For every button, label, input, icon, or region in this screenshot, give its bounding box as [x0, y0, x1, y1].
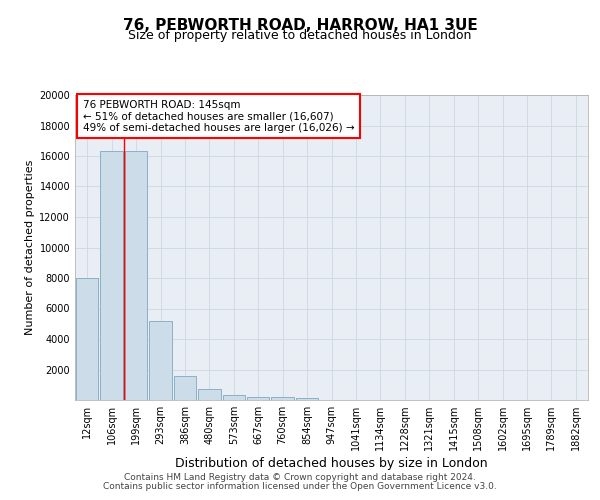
Bar — [223, 396, 245, 400]
Bar — [100, 152, 123, 400]
Bar — [296, 398, 319, 400]
Bar — [247, 397, 269, 400]
Text: Contains HM Land Registry data © Crown copyright and database right 2024.: Contains HM Land Registry data © Crown c… — [124, 472, 476, 482]
Bar — [198, 390, 221, 400]
Bar — [125, 152, 148, 400]
Text: 76 PEBWORTH ROAD: 145sqm
← 51% of detached houses are smaller (16,607)
49% of se: 76 PEBWORTH ROAD: 145sqm ← 51% of detach… — [83, 100, 355, 133]
Text: 76, PEBWORTH ROAD, HARROW, HA1 3UE: 76, PEBWORTH ROAD, HARROW, HA1 3UE — [122, 18, 478, 32]
Y-axis label: Number of detached properties: Number of detached properties — [25, 160, 35, 335]
Bar — [149, 320, 172, 400]
Bar — [76, 278, 98, 400]
X-axis label: Distribution of detached houses by size in London: Distribution of detached houses by size … — [175, 458, 488, 470]
Text: Contains public sector information licensed under the Open Government Licence v3: Contains public sector information licen… — [103, 482, 497, 491]
Bar — [173, 376, 196, 400]
Text: Size of property relative to detached houses in London: Size of property relative to detached ho… — [128, 29, 472, 42]
Bar — [271, 397, 294, 400]
